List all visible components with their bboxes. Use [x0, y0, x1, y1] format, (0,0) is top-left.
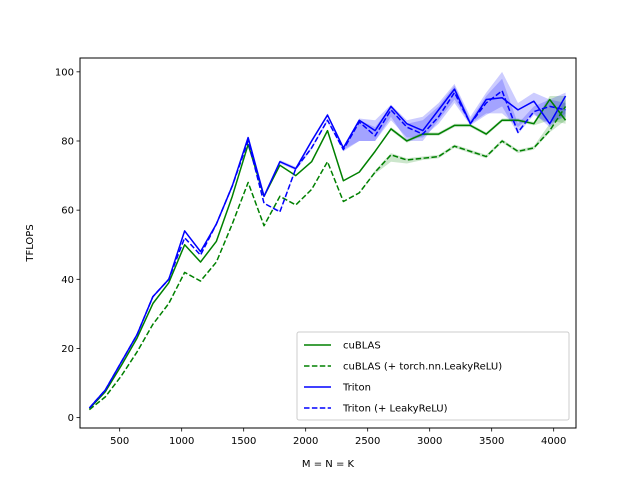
x-axis-label: M = N = K: [302, 459, 355, 470]
confidence-bands: [89, 71, 566, 410]
y-tick-label: 0: [68, 413, 74, 424]
plot-frame: [79, 57, 577, 429]
x-tick-label: 2000: [293, 436, 318, 447]
y-tick-label: 100: [55, 67, 74, 78]
y-tick-label: 40: [61, 275, 74, 286]
y-tick-label: 20: [61, 344, 74, 355]
legend-box: [296, 331, 570, 421]
x-tick-label: 2500: [355, 436, 380, 447]
y-axis-label: TFLOPS: [25, 224, 36, 262]
x-tick-label: 4000: [541, 436, 566, 447]
band-triton: [89, 71, 566, 408]
series-line-triton-leakyrelu: [88, 90, 566, 409]
series-lines: [88, 88, 567, 411]
legend-label-cublas: cuBLAS: [343, 341, 381, 352]
y-axis-ticks: 0 20 40 60 80 100: [55, 67, 80, 424]
x-axis-ticks: 500 1000 1500 2000 2500 3000 3500 4000: [110, 428, 566, 447]
series-line-cublas-torch-nn-leakyrelu: [88, 105, 567, 411]
x-tick-label: 3000: [417, 436, 442, 447]
x-tick-label: 1000: [169, 436, 194, 447]
legend: cuBLAS cuBLAS (+ torch.nn.LeakyReLU) Trito…: [296, 331, 570, 421]
y-tick-label: 80: [61, 136, 74, 147]
series-line-cublas: [88, 98, 567, 410]
legend-label-triton: Triton: [342, 383, 371, 394]
y-tick-label: 60: [61, 206, 74, 217]
legend-label-cublas-torch-nn-leakyrelu: cuBLAS (+ torch.nn.LeakyReLU): [343, 362, 502, 373]
x-tick-label: 1500: [231, 436, 256, 447]
x-tick-label: 500: [110, 436, 129, 447]
x-tick-label: 3500: [479, 436, 504, 447]
legend-label-triton-leakyrelu: Triton (+ LeakyReLU): [342, 404, 448, 415]
